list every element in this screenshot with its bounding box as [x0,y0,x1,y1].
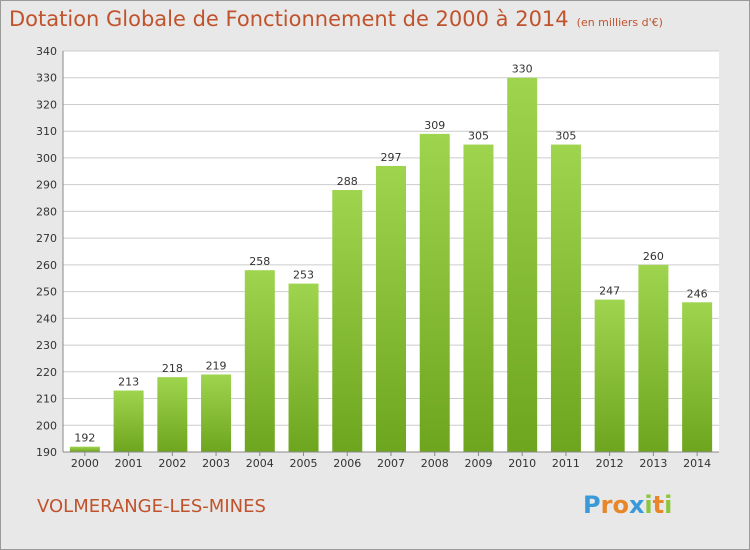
bar [638,264,669,452]
town-name: VOLMERANGE-LES-MINES [37,496,266,517]
bar-value-label: 305 [555,130,576,143]
logo-letter: r [600,491,613,519]
y-tick-label: 300 [36,152,57,165]
bar [332,190,363,452]
y-tick-label: 330 [36,72,57,85]
x-tick-label: 2001 [115,457,143,470]
x-tick-label: 2006 [333,457,361,470]
bar-value-label: 219 [206,359,227,372]
bar [682,302,713,452]
bar-value-label: 246 [687,287,708,300]
x-tick-label: 2005 [290,457,318,470]
y-tick-label: 250 [36,286,57,299]
y-tick-label: 220 [36,366,57,379]
bar [594,299,625,452]
logo-letter: t [652,491,665,519]
bar [201,374,232,452]
x-tick-label: 2003 [202,457,230,470]
y-tick-label: 210 [36,393,57,406]
bar-value-label: 309 [424,119,445,132]
logo-letter: x [628,491,645,519]
x-tick-label: 2013 [639,457,667,470]
bar-value-label: 247 [599,285,620,298]
y-tick-label: 310 [36,125,57,138]
bar-value-label: 258 [249,255,270,268]
bar-value-label: 288 [337,175,358,188]
bar [244,270,275,452]
y-tick-label: 280 [36,205,57,218]
x-tick-label: 2007 [377,457,405,470]
x-tick-label: 2004 [246,457,274,470]
title-text: Dotation Globale de Fonctionnement de 20… [9,7,569,31]
x-tick-label: 2012 [596,457,624,470]
y-tick-label: 320 [36,98,57,111]
bar [157,377,188,452]
bar-value-label: 213 [118,376,139,389]
bar-value-label: 192 [74,432,95,445]
x-tick-label: 2010 [508,457,536,470]
y-tick-label: 230 [36,339,57,352]
y-tick-label: 270 [36,232,57,245]
bar [376,165,406,452]
bars: 192 213 218 219 258 253 288 297 309 305 330 305 247 2… [69,63,713,453]
bar [69,446,100,452]
logo-letter: P [583,491,601,519]
x-tick-label: 2011 [552,457,580,470]
x-tick-label: 2002 [158,457,186,470]
proxiti-logo[interactable]: Proxiti [583,491,672,519]
y-tick-label: 190 [36,446,57,459]
bar-value-label: 305 [468,130,489,143]
x-tick-label: 2014 [683,457,711,470]
bar [113,390,144,452]
bar-value-label: 218 [162,362,183,375]
logo-letter: o [612,491,629,519]
y-tick-label: 200 [36,419,57,432]
x-tick-label: 2000 [71,457,99,470]
bar-value-label: 297 [381,151,402,164]
logo-letter: i [664,491,673,519]
bar-value-label: 330 [512,63,533,76]
unit-label: (en milliers d'€) [576,16,663,29]
y-tick-label: 260 [36,259,57,272]
x-tick-label: 2008 [421,457,449,470]
bar [288,283,319,452]
y-tick-label: 290 [36,179,57,192]
bar-value-label: 253 [293,269,314,282]
bar [419,133,450,452]
y-tick-label: 340 [36,45,57,58]
y-tick-label: 240 [36,312,57,325]
logo-letter: i [644,491,653,519]
bar [463,144,494,453]
axes: 190 200 210 220 230 240 250 260 270 280 290 300 310 3… [36,45,719,470]
bar-value-label: 260 [643,250,664,263]
bar [550,144,581,453]
x-tick-label: 2009 [464,457,492,470]
chart-title: Dotation Globale de Fonctionnement de 20… [9,7,663,31]
bar [507,77,538,452]
